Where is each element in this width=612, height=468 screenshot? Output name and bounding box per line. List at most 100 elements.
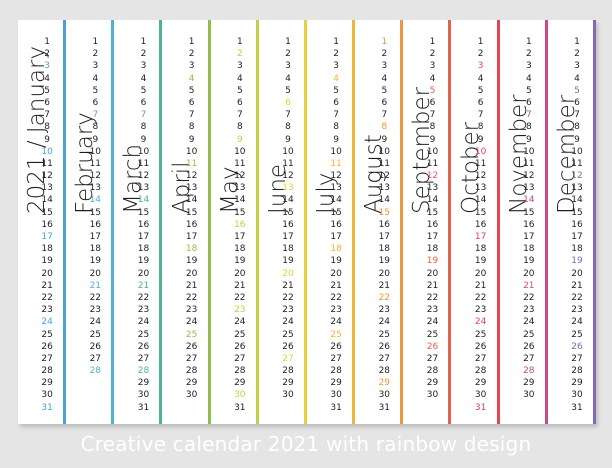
day-number: 9 xyxy=(574,134,580,145)
day-number: 9 xyxy=(525,134,532,145)
day-number: 24 xyxy=(474,317,487,328)
day-number: 10 xyxy=(41,146,53,157)
day-number: 8 xyxy=(188,122,195,133)
day-number: 10 xyxy=(282,146,294,157)
day-number: 10 xyxy=(185,146,198,157)
day-number: 26 xyxy=(330,341,342,352)
day-number: 4 xyxy=(92,73,99,84)
day-number: 6 xyxy=(44,97,51,108)
day-number: 16 xyxy=(378,219,391,230)
day-number: 16 xyxy=(185,219,198,230)
day-number: 19 xyxy=(41,256,53,267)
day-number: 8 xyxy=(525,122,532,133)
month-column: July 1 2 3 4 5 6 7 8 9 10 11 12 13 14 15 16 17 18 19 20 21 22 2… xyxy=(307,20,356,424)
day-number: 4 xyxy=(140,73,147,84)
day-number: 1 xyxy=(381,37,388,47)
day-number: 7 xyxy=(525,110,532,121)
day-number: 5 xyxy=(44,85,51,96)
day-number: 4 xyxy=(574,73,580,84)
day-number: 16 xyxy=(137,219,150,230)
day-number: 1 xyxy=(574,37,580,47)
day-number: 3 xyxy=(333,61,340,72)
day-list: 1 2 3 4 5 6 7 8 9 10 11 12 13 14 15 16 17 18 19 20 21 22 23 24 2… xyxy=(325,36,347,414)
day-number: 1 xyxy=(140,37,147,47)
day-number: 16 xyxy=(523,219,535,230)
day-number: 7 xyxy=(429,110,436,121)
day-number: 19 xyxy=(234,256,246,267)
day-number: 24 xyxy=(89,317,102,328)
day-number: 13 xyxy=(234,183,246,194)
day-number: 17 xyxy=(571,232,583,242)
day-number: 26 xyxy=(523,341,535,352)
day-number: 12 xyxy=(523,171,535,182)
day-number: 30 xyxy=(330,390,342,401)
day-number: 12 xyxy=(185,171,198,182)
day-number: 8 xyxy=(140,122,147,133)
day-number: 5 xyxy=(188,85,195,96)
caption-text: Creative calendar 2021 with rainbow desi… xyxy=(80,432,532,456)
day-number: 31 xyxy=(41,402,53,413)
day-number: 23 xyxy=(234,305,246,316)
day-number: 13 xyxy=(282,183,294,194)
day-number: 31 xyxy=(330,402,342,413)
day-number: 31 xyxy=(137,402,150,413)
day-number: 3 xyxy=(92,61,99,72)
day-number: 6 xyxy=(92,97,99,108)
month-divider-line xyxy=(495,20,500,424)
day-number: 18 xyxy=(378,244,391,255)
day-number: 5 xyxy=(333,85,340,96)
day-number: 23 xyxy=(523,305,535,316)
day-number: 13 xyxy=(426,183,439,194)
day-number: 1 xyxy=(285,37,291,47)
day-number: 28 xyxy=(234,366,246,377)
day-number: 21 xyxy=(571,280,583,291)
day-number: 16 xyxy=(426,219,439,230)
day-list: 1 2 3 4 5 6 7 8 9 10 11 12 13 14 15 16 17 18 19 20 21 22 23 24 2… xyxy=(181,36,203,402)
day-number: 17 xyxy=(234,232,246,242)
day-number: 10 xyxy=(137,146,150,157)
day-number: 27 xyxy=(185,353,198,364)
day-number: 19 xyxy=(523,256,535,267)
day-number: 23 xyxy=(330,305,342,316)
day-number: 1 xyxy=(525,37,532,47)
month-divider-line xyxy=(591,20,596,424)
day-number: 3 xyxy=(381,61,388,72)
day-number: 31 xyxy=(571,402,583,413)
day-number: 24 xyxy=(185,317,198,328)
day-number: 9 xyxy=(429,134,436,145)
day-number: 13 xyxy=(571,183,583,194)
day-number: 2 xyxy=(92,49,99,60)
day-number: 20 xyxy=(426,268,439,279)
day-number: 21 xyxy=(41,280,53,291)
day-number: 28 xyxy=(185,366,198,377)
day-number: 9 xyxy=(285,134,291,145)
day-number: 23 xyxy=(137,305,150,316)
day-number: 6 xyxy=(525,97,532,108)
day-number: 11 xyxy=(89,158,102,169)
day-number: 16 xyxy=(89,219,102,230)
day-number: 25 xyxy=(378,329,391,340)
day-number: 6 xyxy=(285,97,291,108)
month-divider-line xyxy=(302,20,307,424)
day-number: 2 xyxy=(574,49,580,60)
day-number: 5 xyxy=(381,85,388,96)
day-number: 4 xyxy=(333,73,340,84)
day-number: 23 xyxy=(282,305,294,316)
day-number: 2 xyxy=(381,49,388,60)
month-divider-line xyxy=(543,20,548,424)
day-list: 1 2 3 4 5 6 7 8 9 10 11 12 13 14 15 16 17 18 19 20 21 22 23 24 2… xyxy=(373,36,395,414)
day-number: 1 xyxy=(92,37,99,47)
day-number: 27 xyxy=(234,353,246,364)
day-number: 18 xyxy=(137,244,150,255)
day-number: 25 xyxy=(282,329,294,340)
day-number: 2 xyxy=(236,49,243,60)
day-number: 14 xyxy=(523,195,535,206)
day-number: 27 xyxy=(41,353,53,364)
day-number: 29 xyxy=(282,378,294,389)
day-number: 29 xyxy=(330,378,342,389)
day-number: 5 xyxy=(525,85,532,96)
month-divider-line xyxy=(447,20,452,424)
month-column: April 1 2 3 4 5 6 7 8 9 10 11 12 13 14 15 16 17 18 19 20 21 22… xyxy=(163,20,211,424)
day-number: 13 xyxy=(185,183,198,194)
day-number: 15 xyxy=(282,207,294,218)
